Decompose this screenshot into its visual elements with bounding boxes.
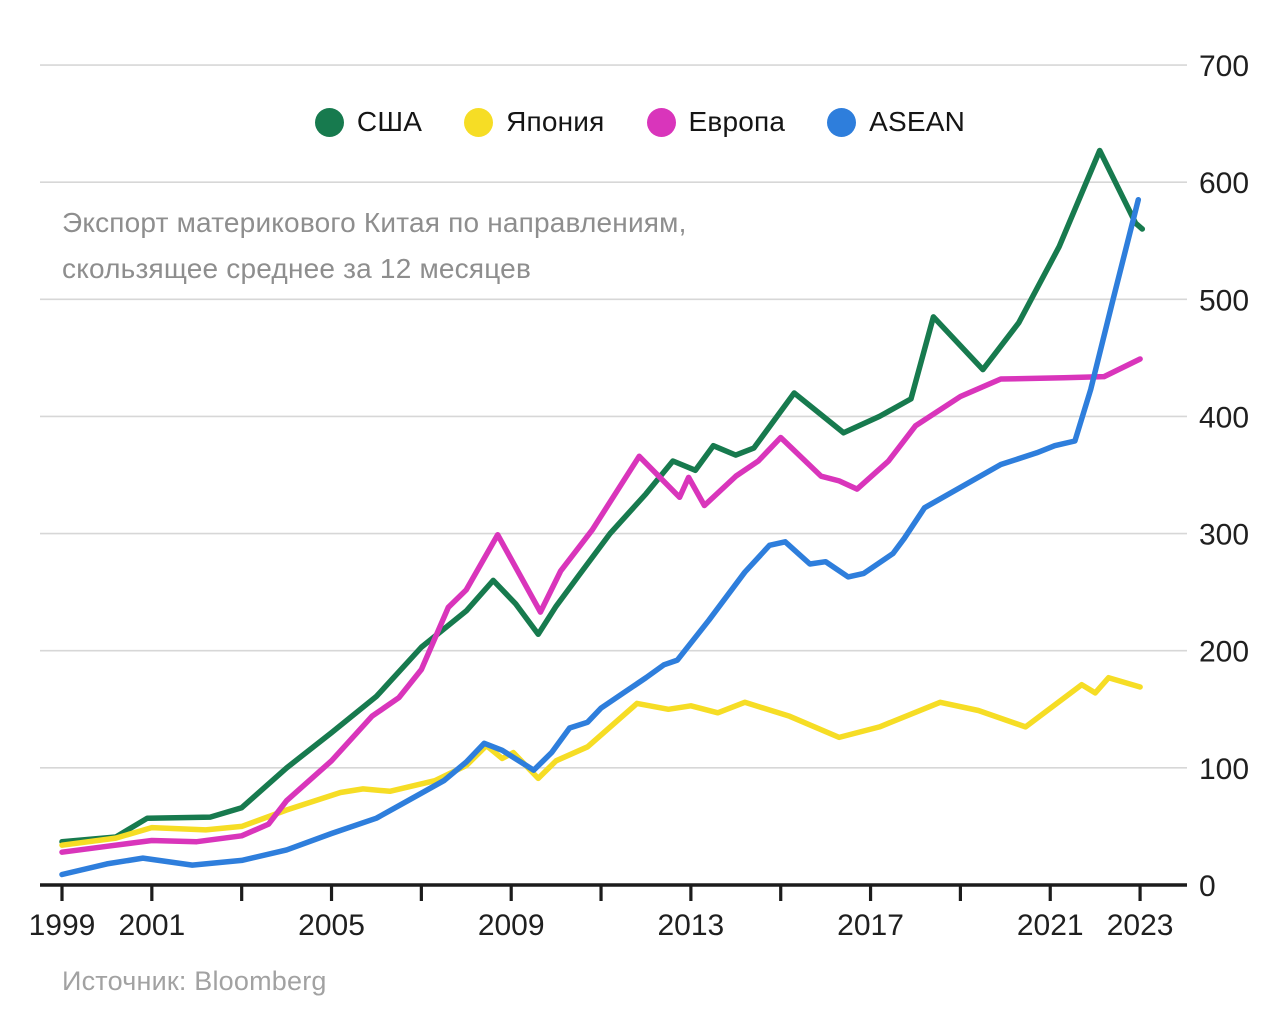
y-tick-label-400: 400 <box>1199 401 1249 434</box>
series-line-europe <box>59 356 1143 855</box>
y-tick-label-600: 600 <box>1199 167 1249 200</box>
y-tick-label-0: 0 <box>1199 870 1216 903</box>
legend-item-usa: США <box>314 106 423 138</box>
legend-swatch-japan-icon <box>464 107 494 137</box>
x-tick-label-1999: 1999 <box>29 909 96 942</box>
legend-item-europe: Европа <box>646 106 786 138</box>
y-tick-label-700: 700 <box>1199 50 1249 83</box>
y-tick-label-500: 500 <box>1199 284 1249 317</box>
series-line-usa <box>59 147 1146 845</box>
series-line-asean <box>59 196 1142 878</box>
y-tick-label-100: 100 <box>1199 753 1249 786</box>
chart-legend: США Япония Европа ASEAN <box>0 103 1280 141</box>
source-note: Источник: Bloomberg <box>62 966 327 996</box>
legend-swatch-europe-icon <box>646 107 676 137</box>
x-tick-label-2009: 2009 <box>478 909 545 942</box>
x-tick-label-2013: 2013 <box>658 909 725 942</box>
x-tick-label-2001: 2001 <box>118 909 185 942</box>
legend-label-usa: США <box>356 106 423 137</box>
legend-swatch-usa-icon <box>314 107 344 137</box>
legend-item-japan: Япония <box>464 106 604 138</box>
legend-item-asean: ASEAN <box>827 106 965 138</box>
legend-label-japan: Япония <box>506 106 605 137</box>
legend-label-asean: ASEAN <box>869 106 966 137</box>
y-tick-label-300: 300 <box>1199 519 1249 552</box>
x-tick-label-2021: 2021 <box>1017 909 1084 942</box>
y-tick-label-200: 200 <box>1199 636 1249 669</box>
series-line-japan <box>59 674 1143 848</box>
chart-subtitle-line1: Экспорт материкового Китая по направлени… <box>62 207 687 238</box>
chart-subtitle-line2: скользящее среднее за 12 месяцев <box>62 253 532 284</box>
chart-subtitle: Экспорт материкового Китая по направлени… <box>62 200 687 292</box>
x-tick-label-2023: 2023 <box>1107 909 1174 942</box>
x-tick-label-2017: 2017 <box>837 909 904 942</box>
legend-label-europe: Европа <box>688 106 786 137</box>
legend-swatch-asean-icon <box>827 107 857 137</box>
x-tick-label-2005: 2005 <box>298 909 365 942</box>
